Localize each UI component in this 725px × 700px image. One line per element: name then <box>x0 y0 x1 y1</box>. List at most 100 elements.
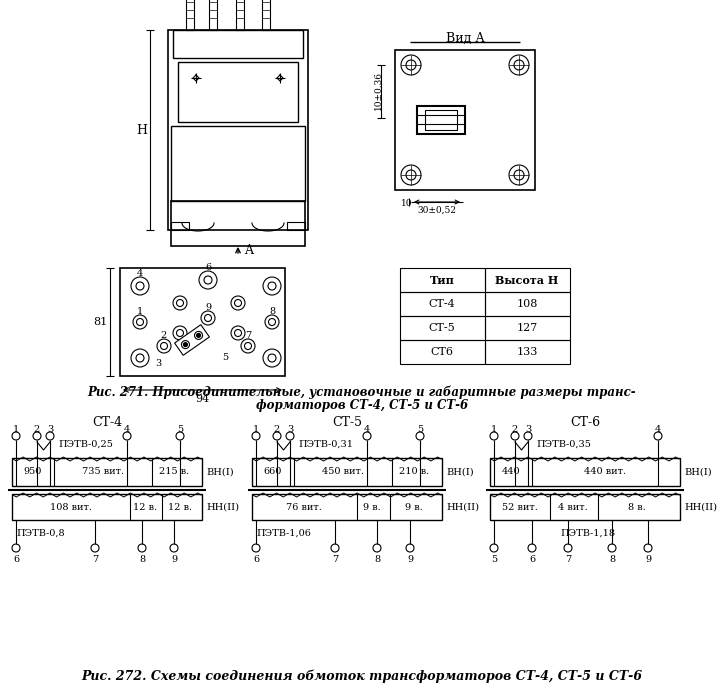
Circle shape <box>196 333 201 337</box>
Text: СТ-5: СТ-5 <box>332 416 362 430</box>
Circle shape <box>373 544 381 552</box>
Bar <box>485 292 570 316</box>
Text: 2: 2 <box>161 332 167 340</box>
Text: 4: 4 <box>124 424 130 433</box>
Text: форматоров СТ-4, СТ-5 и СТ-6: форматоров СТ-4, СТ-5 и СТ-6 <box>256 400 468 412</box>
Circle shape <box>199 271 217 289</box>
Bar <box>171 201 305 246</box>
Text: 9: 9 <box>645 555 651 564</box>
Circle shape <box>234 330 241 337</box>
Text: 440: 440 <box>502 468 521 477</box>
Bar <box>417 106 465 134</box>
Circle shape <box>91 544 99 552</box>
Text: 5: 5 <box>222 354 228 363</box>
Circle shape <box>416 432 424 440</box>
Bar <box>485 316 570 340</box>
Bar <box>209 0 217 30</box>
Circle shape <box>123 432 131 440</box>
Circle shape <box>173 296 187 310</box>
Text: 1: 1 <box>13 424 19 433</box>
Circle shape <box>201 311 215 325</box>
Circle shape <box>286 432 294 440</box>
Text: 108: 108 <box>516 299 538 309</box>
Text: 76 вит.: 76 вит. <box>286 503 322 512</box>
Bar <box>252 494 442 520</box>
Bar <box>178 62 298 122</box>
Text: 6: 6 <box>205 263 211 272</box>
Circle shape <box>564 544 572 552</box>
Bar <box>400 316 485 340</box>
Text: 12 в.: 12 в. <box>133 503 157 512</box>
Text: ВН(I): ВН(I) <box>446 468 473 477</box>
Circle shape <box>401 55 421 75</box>
Circle shape <box>194 331 202 340</box>
Text: 9: 9 <box>407 555 413 564</box>
Circle shape <box>231 326 245 340</box>
Text: Высота Н: Высота Н <box>495 274 559 286</box>
Text: ПЭТВ-1,06: ПЭТВ-1,06 <box>256 528 311 538</box>
Circle shape <box>265 315 279 329</box>
Bar <box>395 50 535 190</box>
Text: 108 вит.: 108 вит. <box>50 503 92 512</box>
Text: 7: 7 <box>565 555 571 564</box>
Bar <box>168 30 308 230</box>
Bar <box>287 222 305 230</box>
Text: 3: 3 <box>155 358 161 368</box>
Circle shape <box>176 330 183 337</box>
Circle shape <box>514 170 524 180</box>
Bar <box>12 494 202 520</box>
Text: ПЭТВ-1,18: ПЭТВ-1,18 <box>560 528 615 538</box>
Bar <box>173 30 303 58</box>
Circle shape <box>331 544 339 552</box>
Text: 8: 8 <box>609 555 615 564</box>
Text: 4 вит.: 4 вит. <box>558 503 588 512</box>
Circle shape <box>157 339 171 353</box>
Circle shape <box>273 432 281 440</box>
Circle shape <box>363 432 371 440</box>
Text: 2: 2 <box>34 424 40 433</box>
Text: 735 вит.: 735 вит. <box>82 468 124 477</box>
Text: 215 в.: 215 в. <box>159 468 189 477</box>
Bar <box>400 292 485 316</box>
Text: НН(II): НН(II) <box>446 503 479 512</box>
Bar <box>400 340 485 364</box>
Text: 10±0,36: 10±0,36 <box>373 71 383 111</box>
Text: 1: 1 <box>137 307 143 316</box>
Text: A: A <box>244 244 253 256</box>
Text: Рис. 272. Схемы соединения обмоток трансформаторов СТ-4, СТ-5 и СТ-6: Рис. 272. Схемы соединения обмоток транс… <box>81 669 642 682</box>
Circle shape <box>268 318 276 326</box>
Circle shape <box>263 349 281 367</box>
Circle shape <box>234 300 241 307</box>
Text: ПЭТВ-0,35: ПЭТВ-0,35 <box>536 440 591 449</box>
Text: 210 в.: 210 в. <box>399 468 429 477</box>
Text: 1: 1 <box>491 424 497 433</box>
Text: 660: 660 <box>264 468 282 477</box>
Text: 52 вит.: 52 вит. <box>502 503 538 512</box>
Bar <box>400 268 485 292</box>
Circle shape <box>509 55 529 75</box>
Circle shape <box>654 432 662 440</box>
Bar <box>490 458 680 486</box>
Text: 12 в.: 12 в. <box>168 503 192 512</box>
Circle shape <box>33 432 41 440</box>
Bar <box>186 0 194 30</box>
Circle shape <box>136 318 144 326</box>
Circle shape <box>136 282 144 290</box>
Circle shape <box>160 342 167 349</box>
Text: 9 в.: 9 в. <box>363 503 381 512</box>
Text: 450 вит.: 450 вит. <box>322 468 364 477</box>
Circle shape <box>252 432 260 440</box>
Text: 3: 3 <box>47 424 53 433</box>
Circle shape <box>204 314 212 321</box>
Bar <box>485 268 570 292</box>
Circle shape <box>268 354 276 362</box>
Text: ПЭТВ-0,25: ПЭТВ-0,25 <box>58 440 113 449</box>
Text: 10: 10 <box>401 199 413 209</box>
Text: 9: 9 <box>171 555 177 564</box>
Text: 950: 950 <box>24 468 42 477</box>
Bar <box>485 340 570 364</box>
Text: 8: 8 <box>269 307 275 316</box>
Text: ВН(I): ВН(I) <box>684 468 712 477</box>
Text: 2: 2 <box>274 424 280 433</box>
Text: 9 в.: 9 в. <box>405 503 423 512</box>
